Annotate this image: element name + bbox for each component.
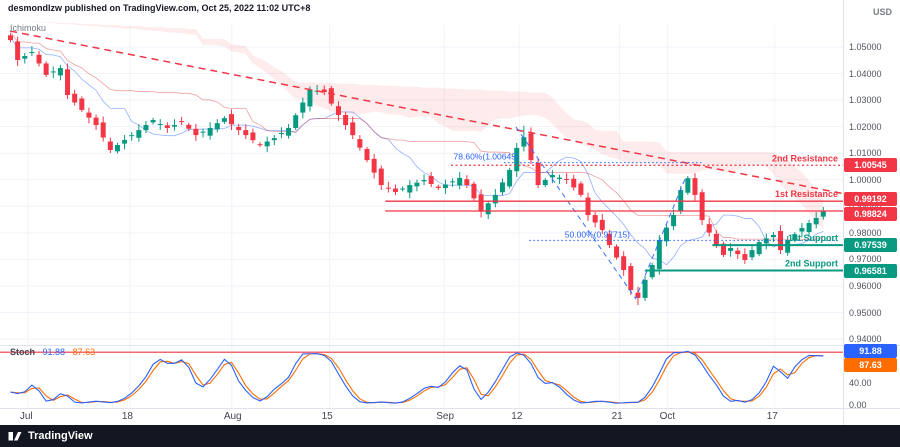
- grid-lines: [0, 25, 843, 407]
- brand-text[interactable]: TradingView: [28, 430, 93, 442]
- price-tick-label: 1.05000: [849, 42, 882, 52]
- stoch-k-line: [10, 350, 824, 404]
- stoch-d-value: 87.63: [72, 347, 96, 357]
- time-tick-label: 15: [321, 411, 333, 422]
- time-tick-label: Oct: [659, 411, 676, 422]
- time-tick-label: Sep: [436, 411, 455, 422]
- footer-bar: TradingView: [0, 425, 900, 447]
- candlestick-series: [8, 33, 826, 306]
- price-badge-2nd-resistance: 1.00545: [844, 158, 897, 173]
- stoch-d-line: [10, 351, 824, 404]
- 1st-support-label: 1st Support: [788, 233, 838, 243]
- time-tick-label: Jul: [19, 411, 33, 422]
- stoch-label: Stoch: [10, 347, 36, 357]
- price-tick-label: 0.94000: [849, 334, 882, 345]
- price-tick-label: 0.95000: [849, 307, 882, 318]
- price-scale[interactable]: USD 1.05000 1.04000 1.03000 1.02000 1.01000 1…: [843, 0, 900, 425]
- price-badge-2nd-support: 0.96581: [844, 263, 897, 278]
- 2nd-resistance-label: 2nd Resistance: [772, 153, 838, 163]
- time-tick-label: 18: [121, 411, 133, 422]
- fib-level-label: 50.00%(0.97715): [565, 229, 630, 239]
- time-tick-label: Aug: [223, 411, 242, 422]
- price-tick-label: 0.98000: [849, 227, 882, 238]
- price-tick-label: 1.01000: [849, 148, 882, 159]
- chart-canvas[interactable]: 78.60%(1.00645) 50.00%(0.97715) 2nd Resist…: [0, 0, 900, 425]
- stoch-k-value: 91.88: [42, 347, 66, 357]
- price-tick-label: 0.99000: [849, 201, 882, 211]
- price-tick-label: 1.02000: [849, 121, 882, 132]
- indicator-label[interactable]: Ichimoku: [10, 23, 47, 33]
- descending-trendline[interactable]: [9, 30, 843, 195]
- 1st-resistance-label: 1st Resistance: [775, 189, 838, 199]
- price-tick-label: 0.96000: [849, 280, 882, 291]
- 2nd-support-label: 2nd Support: [785, 259, 838, 269]
- stoch-d-badge: 87.63: [844, 357, 897, 372]
- time-scale[interactable]: Jul 18 Aug 15 Sep 12 21 Oct 17: [0, 409, 843, 425]
- fib-level-label: 78.60%(1.00645): [454, 152, 519, 162]
- price-badge-last-price: 0.98824: [844, 206, 897, 221]
- price-tick-label: 0.97000: [849, 254, 882, 265]
- kijun-line: [10, 31, 824, 240]
- price-tick-label: 1.04000: [849, 68, 882, 79]
- stoch-tick-label: 0.00: [849, 400, 867, 410]
- price-tick-label: 1.03000: [849, 95, 882, 106]
- time-tick-label: 21: [611, 411, 623, 422]
- price-badge-1st-resistance: 0.99192: [844, 192, 897, 207]
- currency-label: USD: [872, 7, 892, 17]
- stoch-tick-label: 40.00: [849, 378, 872, 388]
- time-tick-label: 12: [511, 411, 523, 422]
- fib-retracement-zigzag[interactable]: [515, 126, 686, 300]
- stoch-k-badge: 91.88: [844, 344, 897, 358]
- price-tick-label: 1.00000: [849, 174, 882, 185]
- stoch-legend[interactable]: Stoch 91.88 87.63: [10, 347, 95, 357]
- tradingview-logo-icon[interactable]: [8, 429, 23, 443]
- attribution-text: desmondlzw published on TradingView.com,…: [8, 3, 311, 13]
- price-badge-1st-support: 0.97539: [844, 238, 897, 253]
- time-tick-label: 17: [766, 411, 778, 422]
- tenkan-line: [10, 36, 824, 266]
